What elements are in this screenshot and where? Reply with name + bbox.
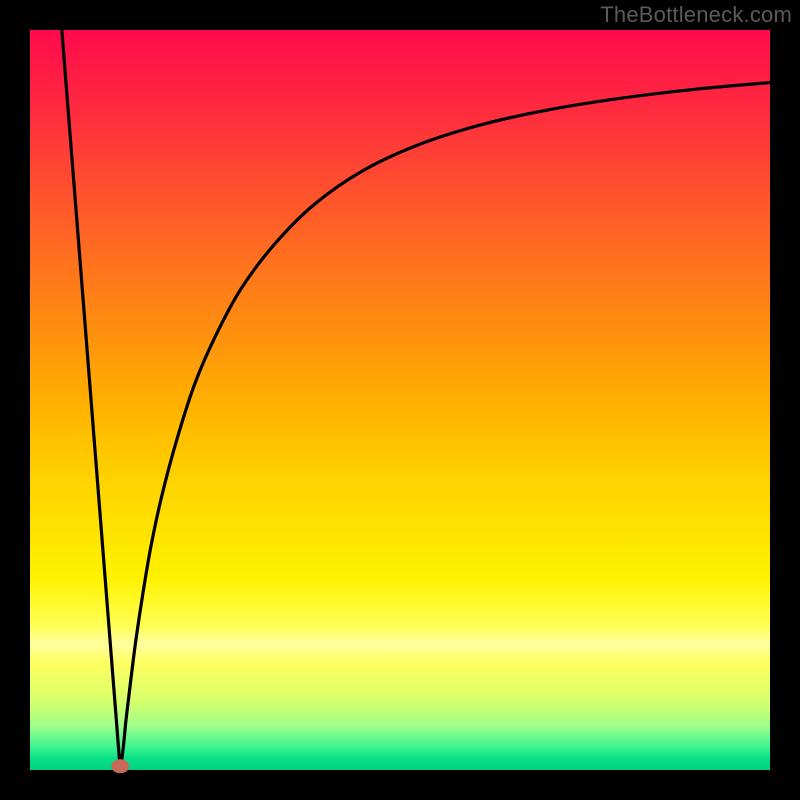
watermark-text: TheBottleneck.com xyxy=(600,2,792,28)
bottleneck-chart xyxy=(0,0,800,800)
chart-container: TheBottleneck.com xyxy=(0,0,800,800)
